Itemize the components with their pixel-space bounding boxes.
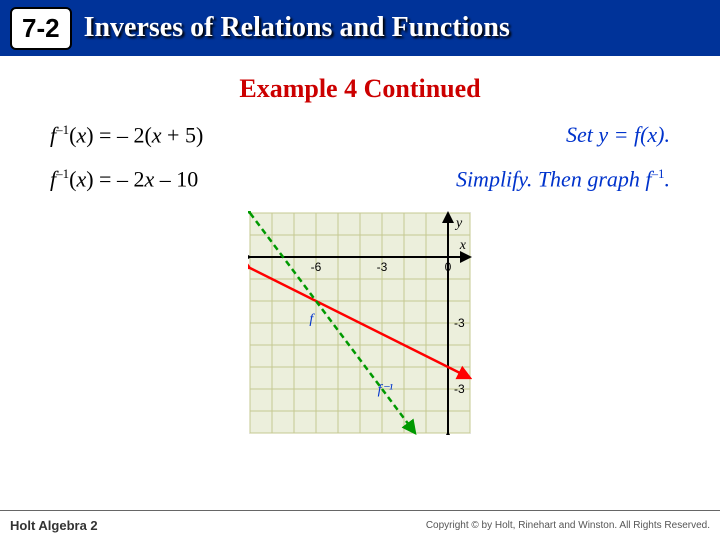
svg-text:x: x [459, 238, 467, 253]
section-number: 7-2 [10, 7, 72, 50]
svg-text:-3: -3 [377, 260, 388, 274]
graph-container: -6-30-3-3yxff⁻¹ [0, 211, 720, 435]
svg-text:-6: -6 [311, 260, 322, 274]
equation-row: f–1(x) = – 2x – 10 Simplify. Then graph … [50, 166, 670, 192]
footer-bar: Holt Algebra 2 Copyright © by Holt, Rine… [0, 510, 720, 540]
graph-plot: -6-30-3-3yxff⁻¹ [248, 211, 472, 435]
equation-left: f–1(x) = – 2x – 10 [50, 166, 198, 192]
equation-row: f–1(x) = – 2(x + 5) Set y = f(x). [50, 122, 670, 148]
header-bar: 7-2 Inverses of Relations and Functions [0, 0, 720, 56]
equation-left: f–1(x) = – 2(x + 5) [50, 122, 203, 148]
svg-text:0: 0 [445, 260, 452, 274]
svg-text:-3: -3 [454, 382, 465, 396]
svg-text:-3: -3 [454, 316, 465, 330]
header-title: Inverses of Relations and Functions [84, 12, 510, 44]
footer-right: Copyright © by Holt, Rinehart and Winsto… [426, 520, 710, 531]
footer-left: Holt Algebra 2 [10, 518, 98, 533]
equation-right: Simplify. Then graph f–1. [456, 166, 670, 192]
svg-text:y: y [454, 216, 463, 231]
equation-right: Set y = f(x). [566, 122, 670, 148]
equation-block: f–1(x) = – 2(x + 5) Set y = f(x). f–1(x)… [0, 122, 720, 193]
example-subheading: Example 4 Continued [0, 74, 720, 104]
svg-text:f⁻¹: f⁻¹ [378, 382, 393, 397]
